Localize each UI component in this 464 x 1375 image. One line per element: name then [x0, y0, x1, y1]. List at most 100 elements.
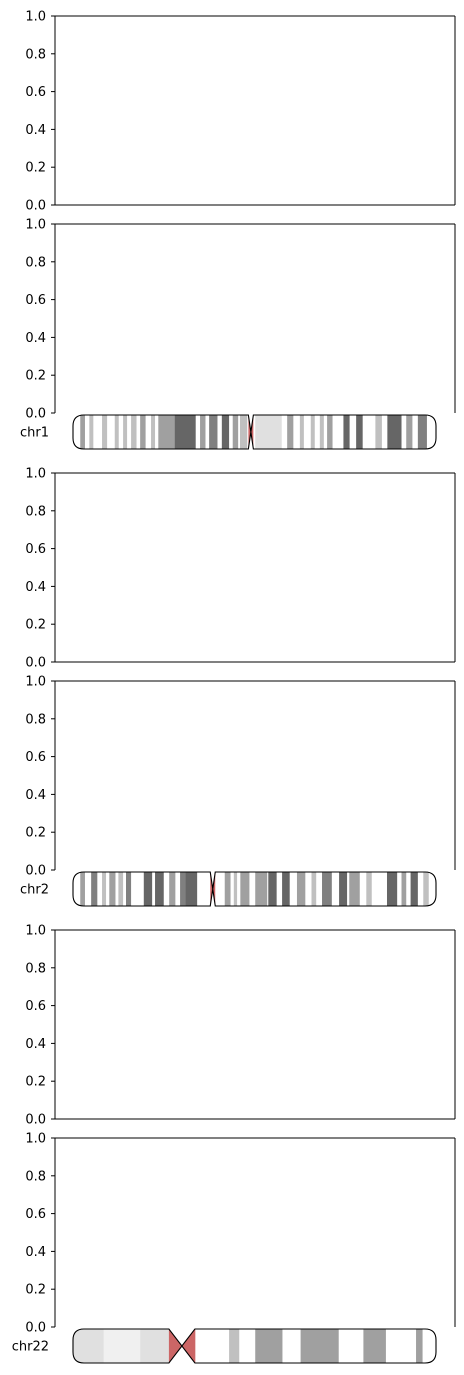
y-tick-label: 0.6 — [25, 542, 46, 557]
cytoband — [410, 872, 418, 906]
y-tick-label: 0.6 — [25, 999, 46, 1014]
chromosome-label: chr1 — [20, 426, 49, 441]
y-tick-label: 0.8 — [25, 712, 46, 727]
y-tick-label: 0.4 — [25, 123, 46, 138]
y-tick-label: 0.2 — [25, 1283, 46, 1298]
cytoband — [319, 415, 324, 449]
y-tick-label: 0.4 — [25, 1037, 46, 1052]
cytoband — [103, 1329, 141, 1363]
cytoband — [158, 415, 175, 449]
cytoband — [80, 415, 85, 449]
cytoband — [375, 415, 382, 449]
cytoband — [417, 415, 427, 449]
y-tick-label: 1.0 — [25, 467, 46, 482]
cytoband — [363, 1329, 386, 1363]
cytoband — [386, 872, 398, 906]
panel-4: 0.0 0.2 0.4 0.6 0.8 1.0 chr2 — [20, 675, 456, 907]
cytoband — [387, 415, 402, 449]
cytoband — [229, 1329, 240, 1363]
y-tick-label: 0.0 — [25, 864, 46, 879]
cytoband — [423, 872, 429, 906]
cytoband — [91, 872, 98, 906]
panel-1: 0.0 0.2 0.4 0.6 0.8 1.0 — [25, 10, 456, 214]
cytoband — [143, 872, 153, 906]
ideogram-outline — [72, 414, 437, 450]
y-tick-label: 0.6 — [25, 85, 46, 100]
ideogram-chr1: chr1 — [20, 414, 437, 450]
y-tick-label: 1.0 — [25, 1132, 46, 1147]
cytoband — [366, 872, 372, 906]
cytoband — [102, 872, 107, 906]
cytoband — [118, 872, 124, 906]
y-tick-label: 0.2 — [25, 161, 46, 176]
y-tick-label: 0.6 — [25, 750, 46, 765]
y-tick-label: 0.2 — [25, 1075, 46, 1090]
cytoband — [125, 872, 132, 906]
cytoband — [343, 415, 350, 449]
cytoband — [169, 872, 176, 906]
cytoband — [221, 415, 230, 449]
y-tick-label: 0.6 — [25, 1207, 46, 1222]
cytoband — [349, 872, 360, 906]
y-tick-label: 0.0 — [25, 199, 46, 214]
cytoband — [255, 1329, 283, 1363]
cytoband — [180, 872, 186, 906]
cytoband — [322, 872, 332, 906]
y-tick-label: 0.0 — [25, 1321, 46, 1336]
y-tick-label: 0.8 — [25, 504, 46, 519]
cytoband — [327, 415, 333, 449]
ideogram-outline — [72, 871, 437, 907]
y-tick-label: 0.0 — [25, 656, 46, 671]
y-tick-label: 0.2 — [25, 618, 46, 633]
y-tick-label: 0.2 — [25, 826, 46, 841]
panel-3: 0.0 0.2 0.4 0.6 0.8 1.0 — [25, 467, 456, 671]
y-tick-label: 0.0 — [25, 407, 46, 422]
cytoband — [131, 415, 137, 449]
y-tick-label: 0.8 — [25, 47, 46, 62]
cytoband — [255, 872, 268, 906]
cytoband — [140, 415, 146, 449]
cytoband — [140, 1329, 172, 1363]
y-tick-label: 1.0 — [25, 675, 46, 690]
y-tick-label: 0.0 — [25, 1113, 46, 1128]
cytoband — [287, 415, 294, 449]
cytoband — [185, 872, 198, 906]
cytoband — [282, 872, 290, 906]
cytoband — [151, 415, 156, 449]
panel-2: 0.0 0.2 0.4 0.6 0.8 1.0 chr1 — [20, 218, 456, 450]
cytoband — [109, 872, 116, 906]
y-tick-label: 1.0 — [25, 218, 46, 233]
y-tick-label: 0.4 — [25, 788, 46, 803]
y-tick-label: 1.0 — [25, 10, 46, 25]
cytoband — [80, 872, 85, 906]
ideogram-outline — [72, 1328, 437, 1364]
cytoband — [416, 1329, 423, 1363]
y-tick-label: 0.6 — [25, 293, 46, 308]
ideogram-chr22: chr22 — [12, 1328, 437, 1364]
cytoband — [311, 872, 317, 906]
cytoband — [73, 1329, 104, 1363]
y-tick-label: 0.4 — [25, 331, 46, 346]
cytoband — [114, 415, 119, 449]
y-tick-label: 0.4 — [25, 580, 46, 595]
cytoband — [155, 872, 164, 906]
y-tick-label: 1.0 — [25, 924, 46, 939]
y-tick-label: 0.4 — [25, 1245, 46, 1260]
y-tick-label: 0.8 — [25, 961, 46, 976]
cytoband — [239, 415, 248, 449]
y-tick-label: 0.8 — [25, 1169, 46, 1184]
cytoband — [300, 1329, 339, 1363]
cytoband — [224, 872, 231, 906]
cytoband — [255, 415, 282, 449]
panel-6: 0.0 0.2 0.4 0.6 0.8 1.0 chr22 — [12, 1132, 456, 1364]
cytoband — [296, 872, 306, 906]
cytoband — [174, 415, 196, 449]
cytoband — [339, 872, 348, 906]
cytoband — [240, 872, 250, 906]
cytoband — [406, 415, 413, 449]
cytoband — [232, 415, 239, 449]
y-tick-label: 0.8 — [25, 255, 46, 270]
cytoband — [209, 415, 218, 449]
y-tick-label: 0.2 — [25, 369, 46, 384]
cytoband — [89, 415, 94, 449]
